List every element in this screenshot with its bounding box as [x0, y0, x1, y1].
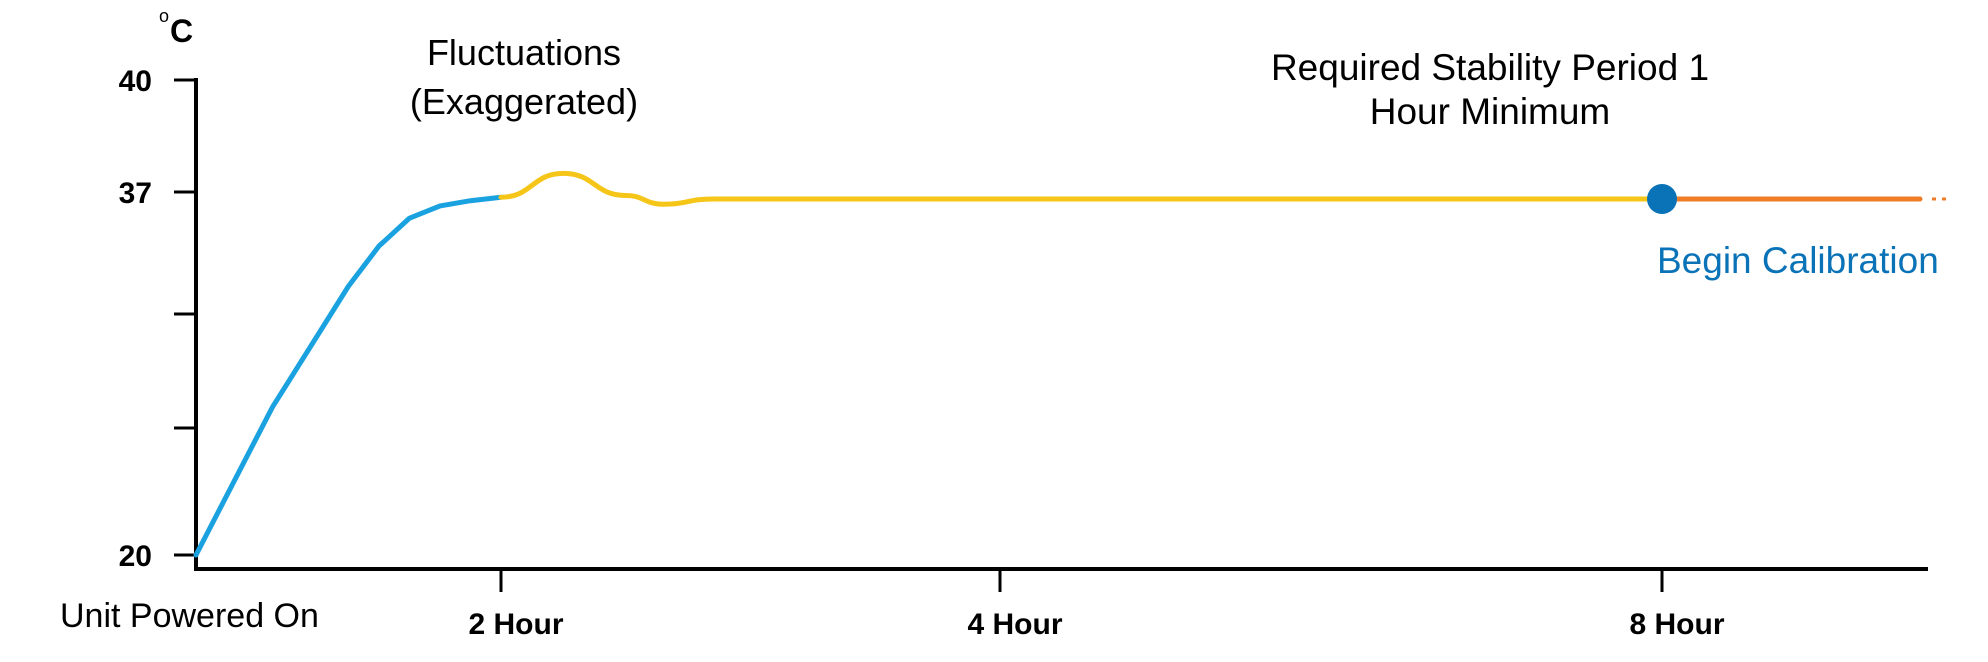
begin-calibration-marker — [1647, 183, 1677, 214]
x-ticks: 2 Hour 4 Hour 8 Hour — [468, 569, 1725, 641]
y-unit-degree: o — [159, 6, 169, 26]
y-ticks: 20 37 40 — [119, 65, 196, 573]
y-tick-label: 20 — [119, 540, 152, 573]
begin-calibration-label: Begin Calibration — [1657, 240, 1939, 281]
x-tick-label: 2 Hour — [468, 608, 563, 641]
series-line-1 — [498, 170, 1665, 207]
marker-layer: Begin Calibration — [1647, 183, 1939, 281]
series-line-0 — [193, 194, 504, 558]
continuation-dot — [1932, 197, 1936, 201]
stability-annotation-line1: Required Stability Period 1 — [1271, 47, 1709, 88]
x-tick-label: 4 Hour — [967, 608, 1062, 641]
fluctuations-annotation-line1: Fluctuations — [427, 32, 621, 73]
fluctuations-annotation-line2: (Exaggerated) — [410, 81, 638, 122]
y-tick-label: 37 — [119, 177, 152, 210]
series-layer — [193, 170, 1946, 558]
x-tick-label: 8 Hour — [1629, 608, 1724, 641]
y-unit-label: C — [170, 13, 193, 49]
y-tick-label: 40 — [119, 65, 152, 98]
continuation-dot — [1942, 197, 1946, 201]
x-origin-label: Unit Powered On — [60, 597, 319, 635]
stability-annotation-line2: Hour Minimum — [1370, 91, 1611, 132]
